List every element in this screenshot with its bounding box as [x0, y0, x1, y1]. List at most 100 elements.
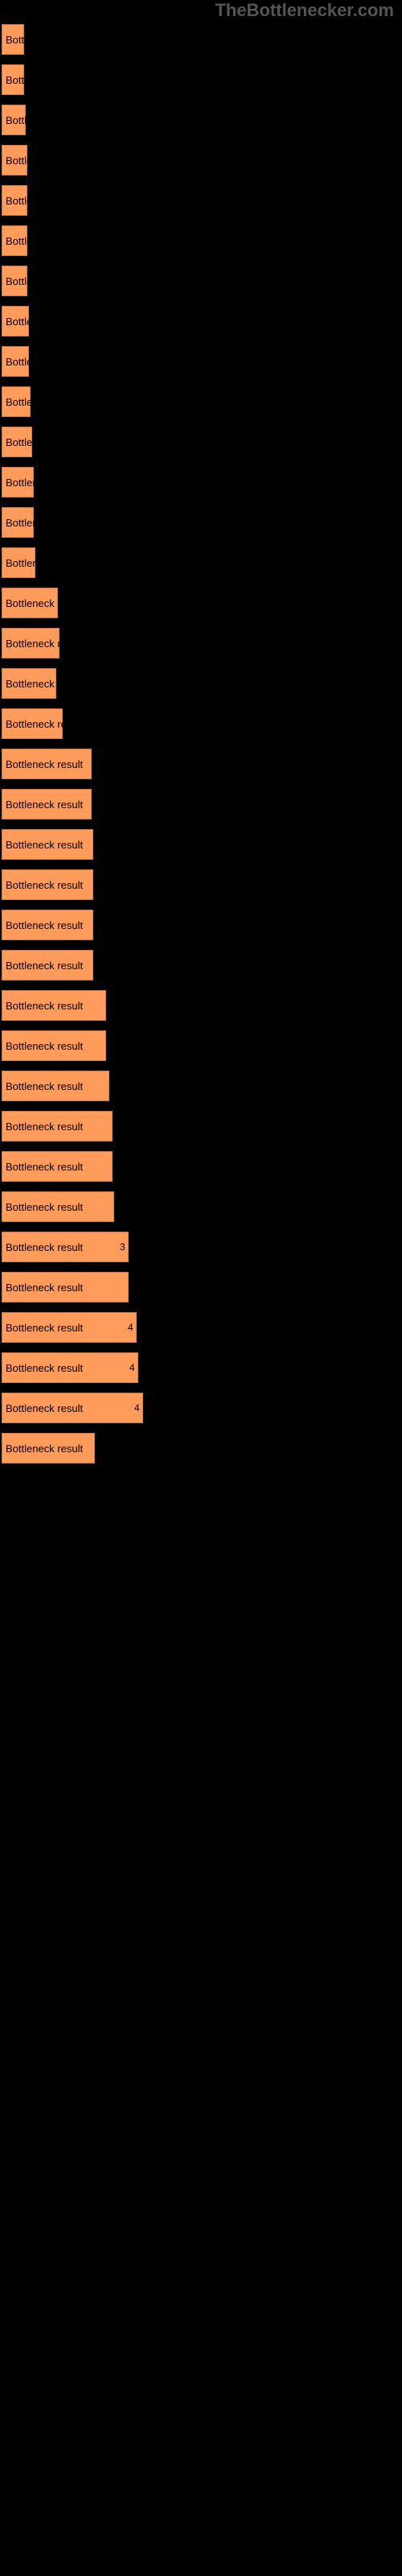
chart-bar: Bottleneck result [2, 467, 34, 497]
chart-row: Bottleneck result4 [2, 1312, 402, 1343]
chart-row: Bottleneck result [2, 869, 402, 900]
chart-row: Bottleneck result [2, 105, 402, 135]
chart-bar: Bottleneck result [2, 266, 27, 296]
chart-row: Bottleneck result [2, 1272, 402, 1302]
chart-row: Bottleneck result [2, 64, 402, 95]
chart-row: Bottleneck result [2, 266, 402, 296]
chart-bar: Bottleneck result [2, 950, 93, 980]
chart-row: Bottleneck result [2, 588, 402, 618]
chart-bar: Bottleneck result [2, 869, 93, 900]
chart-row: Bottleneck result [2, 668, 402, 699]
bar-label: Bottleneck result [6, 638, 83, 650]
bar-label: Bottleneck result [6, 235, 83, 247]
chart-row: Bottleneck result [2, 427, 402, 457]
chart-bar: Bottleneck result [2, 1071, 109, 1101]
bar-label: Bottleneck result [6, 1362, 83, 1374]
chart-bar: Bottleneck result [2, 588, 58, 618]
chart-bar: Bottleneck result [2, 1151, 113, 1182]
chart-row: Bottleneck result [2, 950, 402, 980]
chart-bar: Bottleneck result [2, 1272, 129, 1302]
watermark-text: TheBottlenecker.com [215, 0, 394, 21]
bar-label: Bottleneck result [6, 195, 83, 207]
chart-row: Bottleneck result [2, 749, 402, 779]
chart-row: Bottleneck result [2, 306, 402, 336]
bar-label: Bottleneck result [6, 557, 83, 569]
chart-row: Bottleneck result [2, 910, 402, 940]
chart-bar: Bottleneck result [2, 185, 27, 216]
bar-label: Bottleneck result [6, 1241, 83, 1253]
bar-label: Bottleneck result [6, 517, 83, 529]
chart-bar: Bottleneck result [2, 990, 106, 1021]
chart-bar: Bottleneck result [2, 1030, 106, 1061]
chart-bar: Bottleneck result [2, 1111, 113, 1141]
bar-label: Bottleneck result [6, 74, 83, 86]
chart-bar: Bottleneck result [2, 386, 31, 417]
bar-label: Bottleneck result [6, 1080, 83, 1092]
bar-label: Bottleneck result [6, 34, 83, 46]
chart-row: Bottleneck result [2, 708, 402, 739]
bar-value: 3 [120, 1241, 125, 1253]
chart-bar: Bottleneck result [2, 306, 29, 336]
bar-label: Bottleneck result [6, 1161, 83, 1173]
chart-bar: Bottleneck result [2, 789, 92, 819]
chart-row: Bottleneck result [2, 507, 402, 538]
bar-label: Bottleneck result [6, 316, 83, 328]
chart-row: Bottleneck result [2, 185, 402, 216]
bar-label: Bottleneck result [6, 155, 83, 167]
chart-row: Bottleneck result [2, 467, 402, 497]
chart-bar: Bottleneck result 4 [2, 1393, 143, 1423]
chart-bar: Bottleneck result [2, 547, 35, 578]
chart-row: Bottleneck result [2, 628, 402, 658]
bar-label: Bottleneck result [6, 114, 83, 126]
chart-bar: Bottleneck result [2, 1191, 114, 1222]
chart-bar: Bottleneck result [2, 145, 27, 175]
chart-bar: Bottleneck result [2, 668, 56, 699]
chart-bar: Bottleneck result [2, 64, 24, 95]
bar-label: Bottleneck result [6, 1402, 83, 1414]
bar-label: Bottleneck result [6, 1000, 83, 1012]
bar-label: Bottleneck result [6, 356, 83, 368]
bar-label: Bottleneck result [6, 839, 83, 851]
chart-row: Bottleneck result [2, 1151, 402, 1182]
chart-bar: Bottleneck result [2, 708, 63, 739]
chart-row: Bottleneck result [2, 225, 402, 256]
bar-label: Bottleneck result [6, 1201, 83, 1213]
bar-label: Bottleneck result [6, 879, 83, 891]
chart-row: Bottleneck result [2, 547, 402, 578]
bar-label: Bottleneck result [6, 597, 83, 609]
chart-bar: Bottleneck result [2, 1433, 95, 1463]
bar-label: Bottleneck result [6, 1282, 83, 1294]
chart-row: Bottleneck result [2, 789, 402, 819]
bar-label: Bottleneck result [6, 477, 83, 489]
bar-label: Bottleneck result [6, 919, 83, 931]
bar-label: Bottleneck result [6, 436, 83, 448]
chart-row: Bottleneck result [2, 829, 402, 860]
bar-label: Bottleneck result [6, 1322, 83, 1334]
chart-bar: Bottleneck result 4 [2, 1352, 138, 1383]
chart-row: Bottleneck result 4 [2, 1352, 402, 1383]
bar-value: 4 [129, 1362, 135, 1373]
chart-bar: Bottleneck result [2, 829, 93, 860]
chart-row: Bottleneck result 3 [2, 1232, 402, 1262]
chart-bar: Bottleneck result [2, 749, 92, 779]
bar-label: Bottleneck result [6, 799, 83, 811]
bar-label: Bottleneck result [6, 758, 83, 770]
chart-row: Bottleneck result [2, 1071, 402, 1101]
chart-row: Bottleneck result [2, 1433, 402, 1463]
bar-label: Bottleneck result [6, 275, 83, 287]
chart-row: Bottleneck result [2, 990, 402, 1021]
bar-label: Bottleneck result [6, 678, 83, 690]
chart-bar: Bottleneck result4 [2, 1312, 137, 1343]
chart-bar: Bottleneck result [2, 225, 27, 256]
chart-bar: Bottleneck result 3 [2, 1232, 129, 1262]
chart-bar: Bottleneck result [2, 910, 93, 940]
bar-label: Bottleneck result [6, 1443, 83, 1455]
chart-bar: Bottleneck result [2, 346, 29, 377]
chart-bar: Bottleneck result [2, 628, 59, 658]
chart-bar: Bottleneck result [2, 507, 34, 538]
bar-label: Bottleneck result [6, 1040, 83, 1052]
chart-row: Bottleneck result [2, 145, 402, 175]
chart-row: Bottleneck result [2, 1111, 402, 1141]
chart-bar: Bottleneck result [2, 105, 26, 135]
bar-value: 4 [134, 1402, 140, 1414]
